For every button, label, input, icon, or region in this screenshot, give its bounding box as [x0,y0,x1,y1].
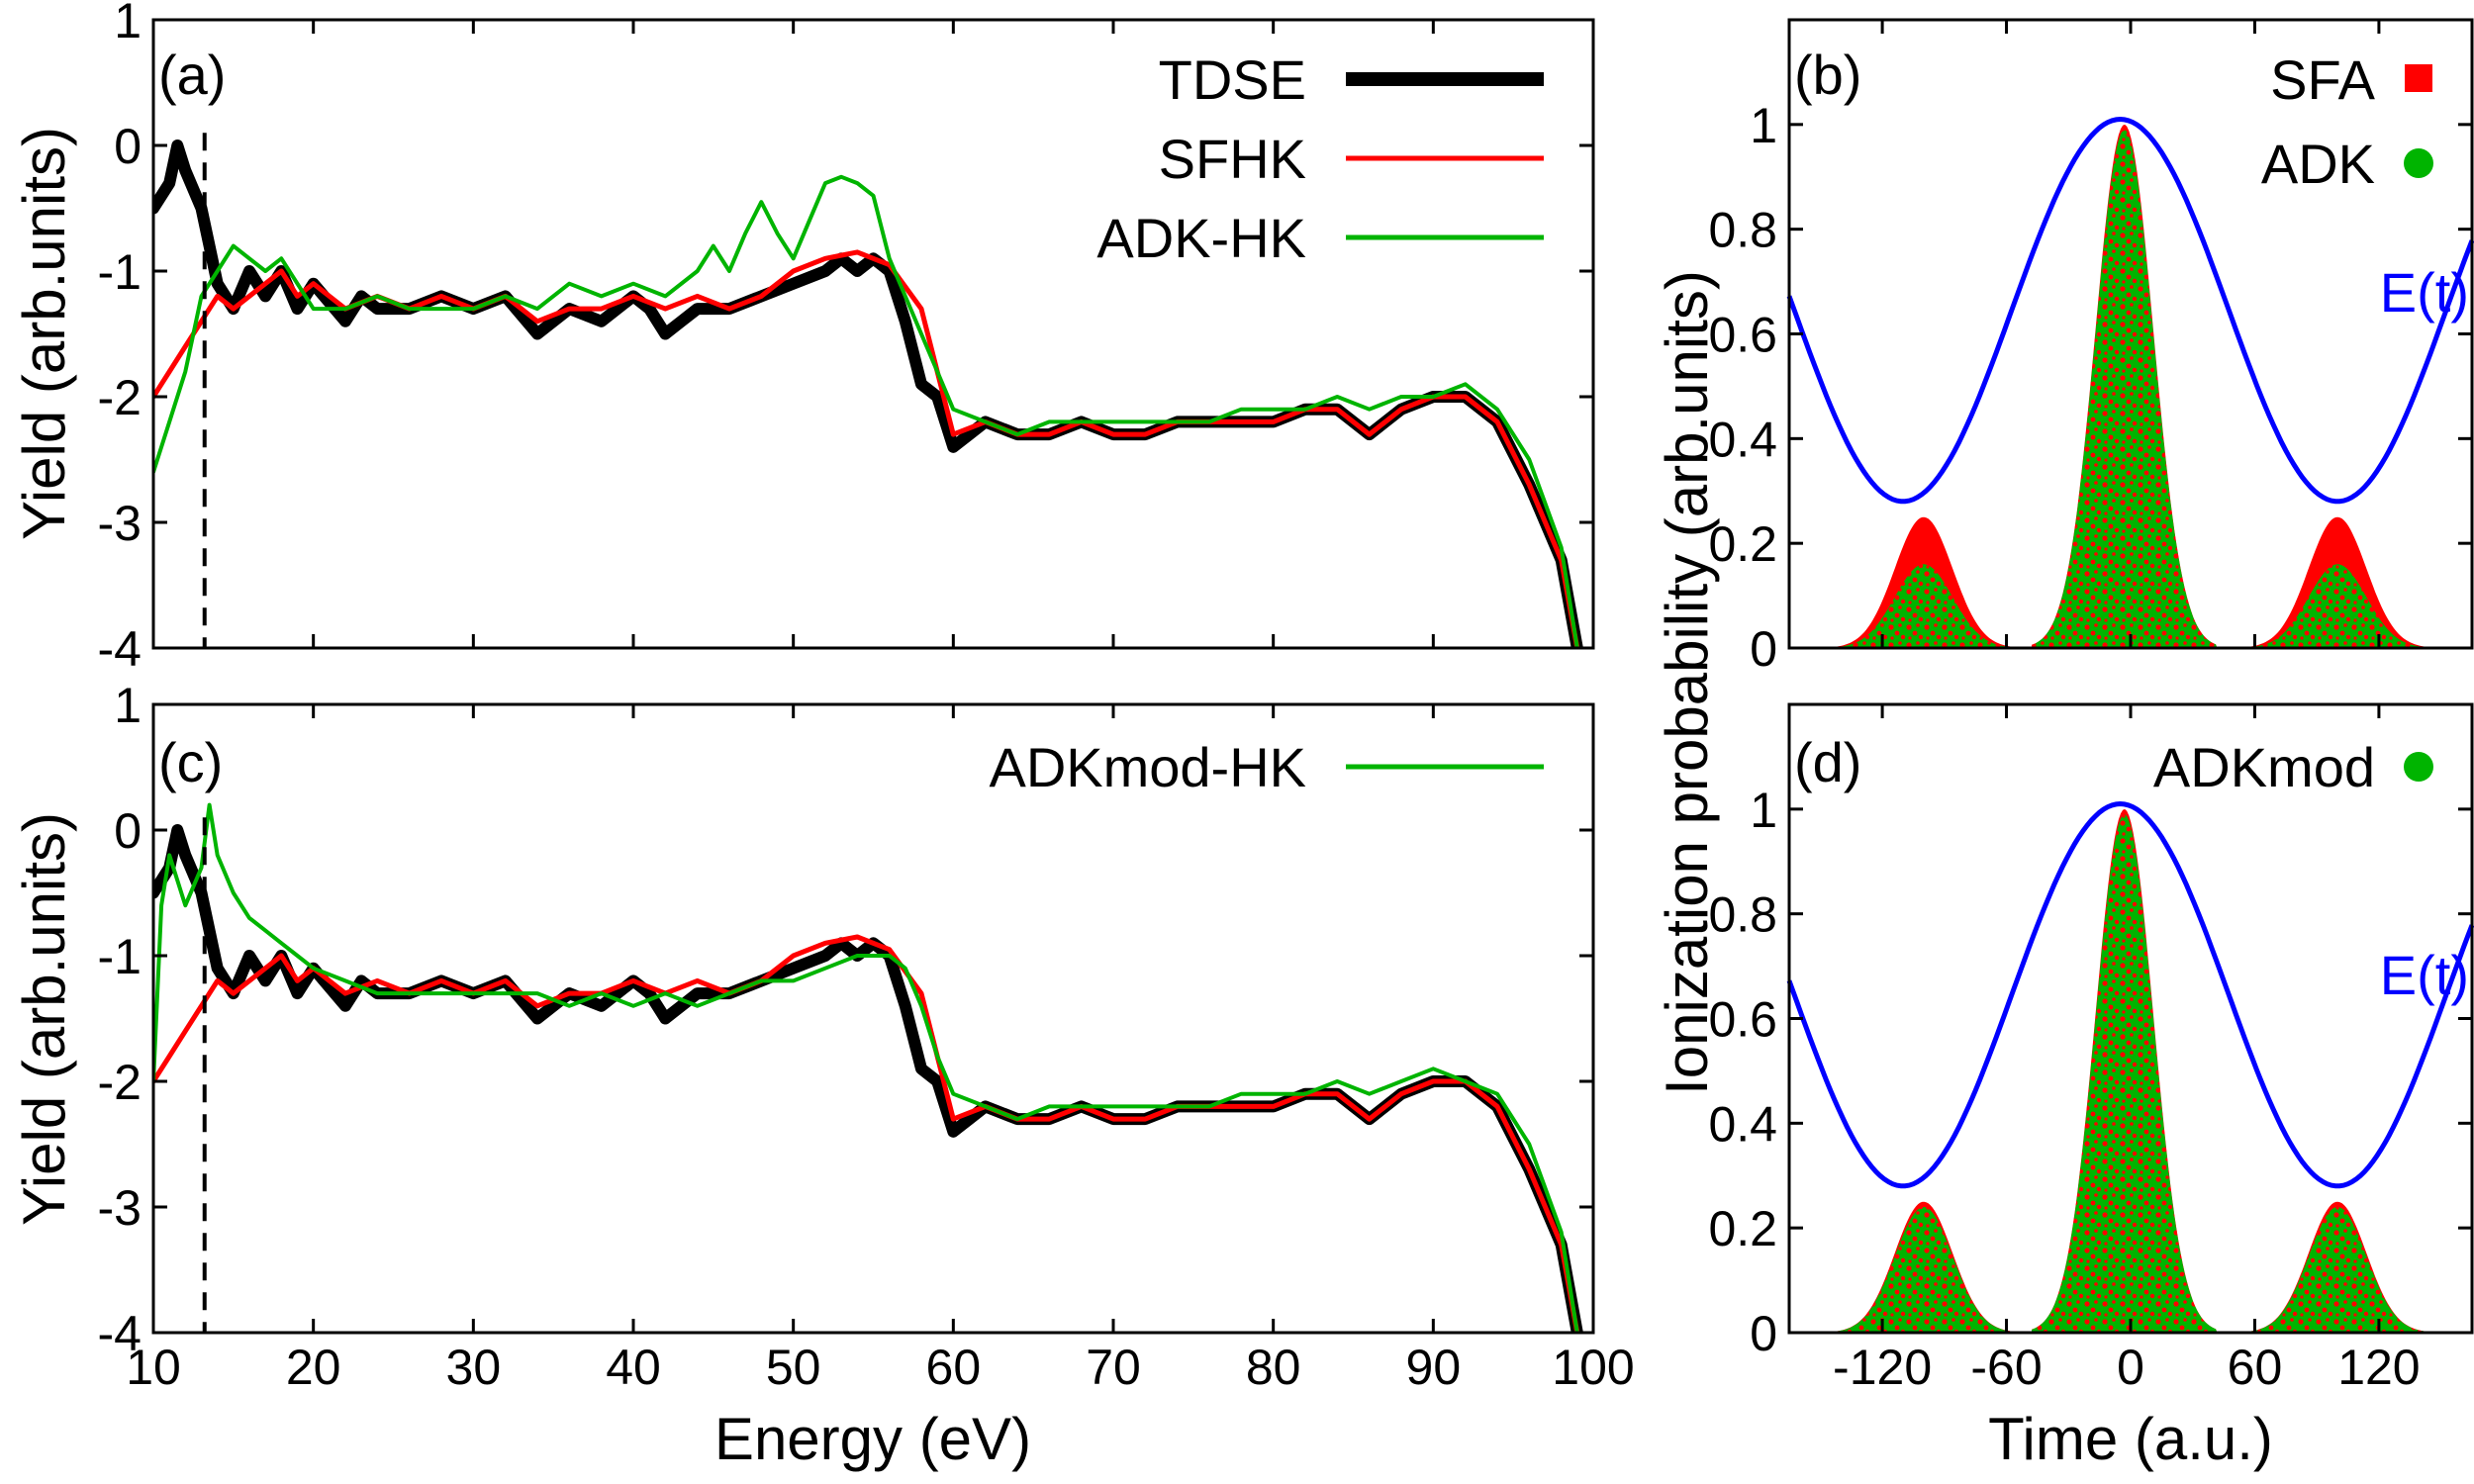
y-tick-label: -2 [98,1055,142,1110]
panel-b-field-label: E(t) [2380,261,2469,324]
y-tick-label: 1 [1750,783,1777,838]
panel-a-legend: TDSE SFHK ADK-HK [1096,48,1544,269]
y-tick-label: -4 [98,1306,142,1361]
panel-b: 0 0.2 0.4 0.6 0.8 1 (b) E(t) SFA ADK [1708,18,2474,677]
panel-d-ticks: -120 -60 0 60 120 0 0.2 0.4 0.6 0.8 1 [1708,704,2472,1395]
legend-label-adk-hk: ADK-HK [1096,207,1306,269]
adk-peak [2244,564,2430,648]
right-ylabel: Ionization probability (arb.units) [1654,270,1720,1095]
x-tick-label: 60 [926,1340,982,1395]
adk-peak [1831,1207,2017,1333]
y-tick-label: 0.8 [1708,203,1777,258]
y-tick-label: 1 [1750,98,1777,153]
series-line-adk-hk [153,174,1579,648]
y-tick-label: 1 [114,0,142,48]
panel-a-lines [153,133,1583,648]
panel-b-peaks [1786,116,2474,648]
x-tick-label: -60 [1970,1340,2042,1395]
x-tick-label: 100 [1552,1340,1634,1395]
series-line-tdse [153,824,1583,1333]
y-tick-label: 0.8 [1708,887,1777,943]
panel-c: 10 20 30 40 50 60 70 80 90 100 -4 -3 -2 -1 0 1 (c) Yiel… [11,678,1635,1472]
panel-c-label: (c) [158,731,223,793]
x-tick-label: 60 [2228,1340,2283,1395]
adk-peak [2244,1207,2430,1333]
y-tick-label: 0 [1750,1306,1777,1361]
y-tick-label: 0.6 [1708,308,1777,363]
legend-label-tdse: TDSE [1159,48,1306,111]
series-line-tdse [153,139,1583,648]
y-tick-label: 0.4 [1708,1096,1777,1152]
series-line-sfhk [153,249,1580,648]
panel-a-frame [151,18,1595,650]
x-tick-label: 50 [766,1340,821,1395]
x-tick-label: 70 [1086,1340,1141,1395]
y-tick-label: 0.6 [1708,992,1777,1048]
y-tick-label: 0.2 [1708,1201,1777,1256]
legend-label-adk: ADK [2261,133,2375,195]
panel-b-legend: SFA ADK [2261,48,2433,195]
panel-a: -4 -3 -2 -1 0 1 (a) Yield (arb.units) TDSE SF… [11,0,1595,677]
panel-a-ticks: -4 -3 -2 -1 0 1 [98,0,1595,677]
y-tick-label: -3 [98,496,142,551]
panel-d-peaks [1786,800,2474,1333]
panel-c-ylabel: Yield (arb.units) [11,812,77,1226]
field-curve [1786,116,2474,505]
y-tick-label: 1 [114,678,142,733]
adk-peak [2032,130,2218,648]
panel-c-lines [153,802,1583,1333]
x-tick-label: 90 [1406,1340,1462,1395]
y-tick-label: -4 [98,621,142,677]
x-tick-label: 40 [606,1340,661,1395]
panel-d-legend: ADKmod [2153,736,2433,798]
panel-d-label: (d) [1794,731,1861,793]
panel-d: -120 -60 0 60 120 0 0.2 0.4 0.6 0.8 1 (d) E(t) Tim… [1708,702,2474,1472]
panel-a-label: (a) [158,44,226,106]
panel-b-label: (b) [1794,44,1861,106]
x-tick-label: -120 [1833,1340,1932,1395]
panel-b-ticks: 0 0.2 0.4 0.6 0.8 1 [1708,20,2472,677]
panel-c-legend: ADKmod-HK [989,736,1544,798]
x-tick-label: 30 [446,1340,502,1395]
adk-peak [2032,814,2218,1333]
panel-c-ticks: 10 20 30 40 50 60 70 80 90 100 -4 -3 -2 -1 0 1 [98,678,1635,1395]
y-tick-label: 0 [114,119,142,174]
panel-d-field-label: E(t) [2380,944,2469,1006]
y-tick-label: 0 [1750,621,1777,677]
panel-c-frame [151,702,1595,1335]
panel-d-xlabel: Time (a.u.) [1988,1406,2273,1472]
x-tick-label: 10 [126,1340,181,1395]
series-line-sfhk [153,934,1580,1333]
panel-a-ylabel: Yield (arb.units) [11,127,77,540]
y-tick-label: 0 [114,803,142,859]
x-tick-label: 80 [1246,1340,1301,1395]
x-tick-label: 120 [2337,1340,2420,1395]
legend-label-sfa: SFA [2270,48,2375,111]
y-tick-label: -2 [98,370,142,425]
y-tick-label: -1 [98,929,142,984]
legend-label-adkmod-hk: ADKmod-HK [989,736,1306,798]
x-tick-label: 0 [2117,1340,2144,1395]
y-tick-label: -1 [98,244,142,300]
y-tick-label: 0.4 [1708,412,1777,467]
field-curve [1786,800,2474,1189]
x-tick-label: 20 [286,1340,341,1395]
legend-label-sfhk: SFHK [1159,128,1306,190]
legend-label-adkmod: ADKmod [2153,736,2375,798]
y-tick-label: -3 [98,1180,142,1236]
legend-marker-sfa [2405,64,2432,92]
y-tick-label: 0.2 [1708,516,1777,572]
panel-c-xlabel: Energy (eV) [714,1406,1031,1472]
series-line-adkmod-hk [153,802,1579,1333]
legend-marker-adkmod [2404,752,2433,782]
legend-marker-adk [2404,148,2433,178]
adk-peak [1831,564,2017,648]
